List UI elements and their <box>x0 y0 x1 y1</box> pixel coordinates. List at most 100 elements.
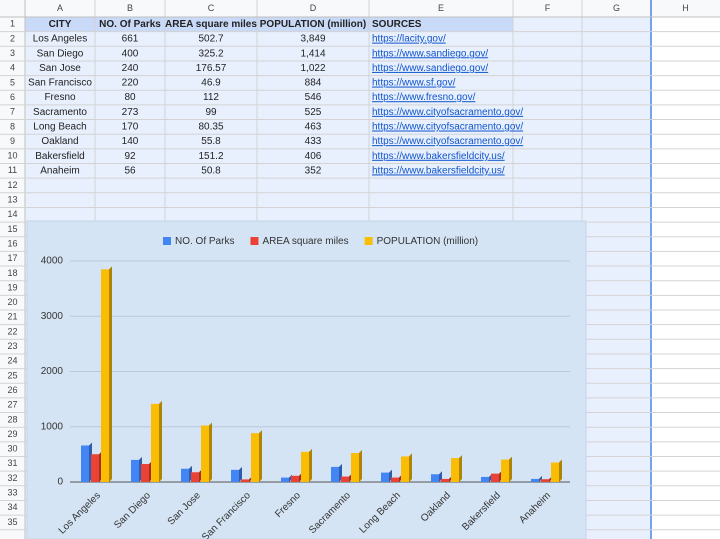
y-tick-label: 2000 <box>41 366 64 377</box>
cell-link[interactable]: https://www.bakersfieldcity.us/ <box>372 165 505 176</box>
bar-side <box>539 475 542 482</box>
bar-side <box>159 400 162 482</box>
row-number: 4 <box>10 63 15 73</box>
row-number: 18 <box>7 268 17 278</box>
bar-side <box>459 455 462 482</box>
row-number: 32 <box>7 473 17 483</box>
column-header: C <box>208 3 215 13</box>
row-number: 6 <box>10 92 15 102</box>
cell-link[interactable]: https://www.sf.gov/ <box>372 78 456 89</box>
cell: 400 <box>122 48 139 59</box>
row-number-bar <box>0 17 25 539</box>
cell-link[interactable]: https://www.fresno.gov/ <box>372 92 476 103</box>
row-number: 25 <box>7 370 17 380</box>
row-number: 33 <box>7 488 17 498</box>
cell: 151.2 <box>198 151 223 162</box>
bar <box>181 468 189 482</box>
cell-link[interactable]: https://www.cityofsacramento.gov/ <box>372 136 523 147</box>
bar <box>501 459 509 482</box>
row-number: 21 <box>7 312 17 322</box>
column-header: G <box>613 3 620 13</box>
bar <box>551 462 559 482</box>
row-number: 1 <box>10 19 15 29</box>
legend-label: NO. Of Parks <box>175 236 234 247</box>
y-tick-label: 1000 <box>41 421 64 432</box>
cell-link[interactable]: https://www.bakersfieldcity.us/ <box>372 151 505 162</box>
row-number: 3 <box>10 48 15 58</box>
cell-link[interactable]: https://www.cityofsacramento.gov/ <box>372 122 523 133</box>
row-number: 26 <box>7 385 17 395</box>
bar <box>441 478 449 482</box>
cell: 884 <box>305 78 322 89</box>
bar <box>531 478 539 482</box>
y-tick-label: 3000 <box>41 311 64 322</box>
cell: 46.9 <box>201 78 221 89</box>
cell-link[interactable]: https://www.sandiego.gov/ <box>372 48 488 59</box>
row-number: 13 <box>7 195 17 205</box>
column-header: F <box>545 3 551 13</box>
row-number: 11 <box>8 165 17 175</box>
row-number: 19 <box>7 282 17 292</box>
cell: CITY <box>49 19 72 30</box>
bar <box>251 433 259 482</box>
legend-swatch <box>163 237 171 245</box>
cell: 92 <box>124 151 136 162</box>
header-bar <box>0 0 720 17</box>
cell: 99 <box>205 107 217 118</box>
cell: 56 <box>124 165 136 176</box>
cell-link[interactable]: https://www.sandiego.gov/ <box>372 63 488 74</box>
column-header: H <box>682 3 689 13</box>
cell: San Diego <box>37 48 84 59</box>
row-number: 22 <box>7 326 17 336</box>
row-number: 27 <box>7 400 17 410</box>
bar <box>381 472 389 482</box>
row-number: 14 <box>7 209 17 219</box>
cell: Oakland <box>41 136 78 147</box>
bar <box>291 475 299 482</box>
cell: San Francisco <box>28 78 92 89</box>
cell: 325.2 <box>198 48 223 59</box>
row-number: 12 <box>7 180 17 190</box>
cell-link[interactable]: https://lacity.gov/ <box>372 34 446 45</box>
row-number: 35 <box>7 517 17 527</box>
bar <box>151 403 159 482</box>
cell: Bakersfield <box>35 151 84 162</box>
cell: 525 <box>305 107 322 118</box>
row-number: 7 <box>10 107 15 117</box>
bar <box>451 458 459 482</box>
bar <box>131 459 139 482</box>
bar-side <box>309 448 312 482</box>
legend-swatch <box>364 237 373 245</box>
chart-area <box>26 220 587 539</box>
row-number: 20 <box>7 297 17 307</box>
cell: 352 <box>305 165 322 176</box>
cell: 140 <box>122 136 139 147</box>
cell: 170 <box>122 122 139 133</box>
bar <box>301 451 309 482</box>
cell: 220 <box>122 78 139 89</box>
legend-label: AREA square miles <box>262 236 348 247</box>
bar <box>331 466 339 482</box>
y-tick-label: 0 <box>57 477 63 488</box>
cell: 406 <box>305 151 322 162</box>
row-number: 34 <box>7 502 17 512</box>
cell: Sacramento <box>33 107 87 118</box>
cell: 55.8 <box>201 136 221 147</box>
bar <box>91 454 99 482</box>
legend-swatch <box>250 237 259 245</box>
row-number: 8 <box>10 121 15 131</box>
cell: Los Angeles <box>33 34 88 45</box>
cell: 176.57 <box>196 63 227 74</box>
bar <box>491 473 499 482</box>
row-number: 17 <box>7 253 17 263</box>
column-header: E <box>438 3 444 13</box>
bar-side <box>409 453 412 482</box>
bar <box>351 452 359 482</box>
column-header: D <box>310 3 317 13</box>
cell: 463 <box>305 122 322 133</box>
bar-side <box>259 430 262 482</box>
cell-link[interactable]: https://www.cityofsacramento.gov/ <box>372 107 523 118</box>
row-number: 29 <box>7 429 17 439</box>
bar-side <box>359 449 362 482</box>
